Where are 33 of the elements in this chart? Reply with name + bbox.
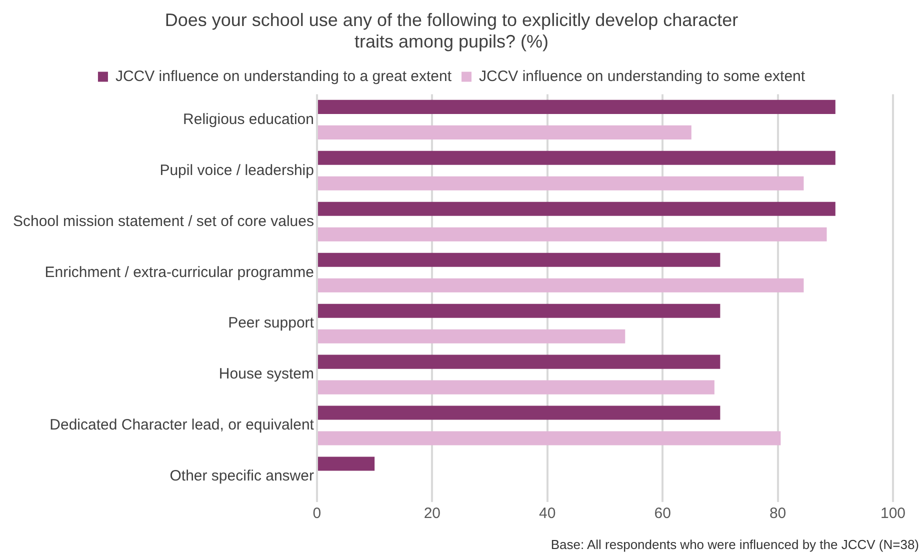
x-tick-label: 20 bbox=[424, 505, 441, 522]
x-tick-label: 0 bbox=[312, 505, 322, 522]
y-tick-label: Other specific answer bbox=[170, 468, 314, 485]
y-tick-label: Enrichment / extra-curricular programme bbox=[44, 264, 314, 281]
y-tick-label: House system bbox=[218, 366, 314, 383]
legend-label: JCCV influence on understanding to some extent bbox=[479, 68, 806, 85]
x-tick-label: 40 bbox=[539, 505, 556, 522]
bar bbox=[318, 150, 836, 165]
y-tick-label: School mission statement / set of core values bbox=[12, 212, 314, 230]
bar bbox=[318, 202, 836, 216]
bar bbox=[318, 252, 720, 267]
x-tick-label: 60 bbox=[654, 505, 671, 522]
y-tick-label: Religious education bbox=[183, 110, 314, 128]
bar bbox=[318, 278, 804, 292]
text: Base: All respondents who were influenced by the JCCV (N=38) bbox=[550, 537, 919, 552]
bar bbox=[318, 125, 692, 140]
bar bbox=[318, 227, 827, 242]
bar bbox=[318, 380, 714, 394]
y-tick-label: Peer support bbox=[228, 314, 315, 332]
x-tick-label: 100 bbox=[880, 505, 906, 522]
y-tick-label: Pupil voice / leadership bbox=[160, 162, 314, 179]
legend-label: JCCV influence on understanding to a great extent bbox=[115, 68, 452, 85]
chart-title: Does your school use any of the following to explicitly develop character traits among pupils? (%) bbox=[164, 10, 738, 52]
bar bbox=[318, 176, 804, 190]
bar bbox=[318, 100, 836, 114]
bar bbox=[318, 304, 720, 318]
bar bbox=[318, 431, 781, 446]
bar bbox=[318, 456, 375, 471]
y-tick-label: Dedicated Character lead, or equivalent bbox=[50, 416, 315, 434]
bar bbox=[318, 354, 720, 369]
bar bbox=[318, 329, 626, 344]
x-tick-label: 80 bbox=[769, 505, 786, 522]
bar bbox=[318, 406, 720, 420]
